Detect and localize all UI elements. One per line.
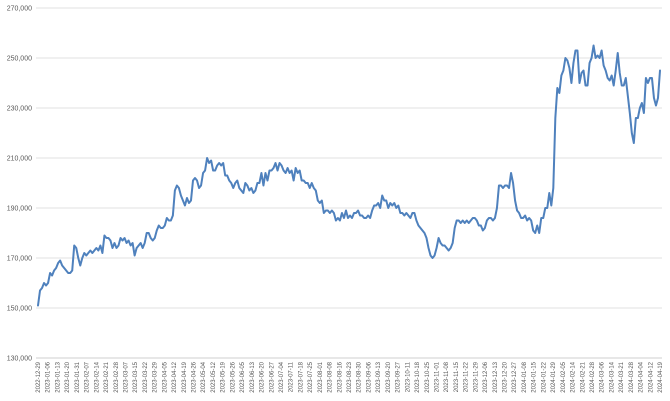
x-tick-label: 2023-11-15 — [454, 361, 460, 392]
y-axis-tick-labels: 130,000 150,000 170,000 190,000 210,000 230,0… — [7, 6, 32, 363]
x-tick-label: 2023-02-14 — [94, 361, 100, 392]
y-tick-label: 210,000 — [7, 156, 32, 163]
x-tick-label: 2023-11-01 — [434, 361, 440, 392]
x-tick-label: 2024-01-15 — [532, 361, 538, 392]
x-tick-label: 2024-01-22 — [541, 361, 547, 392]
x-tick-label: 2023-05-12 — [211, 361, 217, 392]
x-tick-label: 2023-03-29 — [153, 361, 159, 392]
x-tick-label: 2023-07-18 — [298, 361, 304, 392]
x-tick-label: 2024-04-19 — [658, 361, 664, 392]
x-tick-label: 2023-06-27 — [269, 361, 275, 392]
x-tick-label: 2023-02-21 — [104, 361, 110, 392]
x-tick-label: 2024-02-21 — [580, 361, 586, 392]
x-tick-label: 2023-11-08 — [444, 361, 450, 392]
x-tick-label: 2023-11-22 — [464, 361, 470, 392]
x-axis-tick-labels: 2022-12-29 2023-01-06 2023-01-13 2023-01-20… — [36, 361, 664, 392]
x-tick-label: 2023-06-20 — [260, 361, 266, 392]
x-tick-label: 2023-11-29 — [473, 361, 479, 392]
x-tick-label: 2023-03-07 — [123, 361, 129, 392]
x-tick-label: 2023-03-22 — [143, 361, 149, 392]
x-tick-label: 2023-08-23 — [347, 361, 353, 392]
y-tick-label: 150,000 — [7, 306, 32, 313]
y-tick-label: 190,000 — [7, 206, 32, 213]
x-tick-label: 2023-04-19 — [182, 361, 188, 392]
x-tick-label: 2023-09-06 — [366, 361, 372, 392]
x-tick-label: 2024-02-14 — [571, 361, 577, 392]
x-tick-label: 2023-01-06 — [46, 361, 52, 392]
x-tick-label: 2023-09-13 — [376, 361, 382, 392]
x-tick-label: 2023-03-15 — [133, 361, 139, 392]
x-tick-label: 2023-08-01 — [318, 361, 324, 392]
x-tick-label: 2023-01-20 — [65, 361, 71, 392]
y-tick-label: 250,000 — [7, 56, 32, 63]
x-tick-label: 2024-01-29 — [551, 361, 557, 392]
x-tick-label: 2023-12-27 — [512, 361, 518, 392]
x-tick-label: 2023-01-31 — [75, 361, 81, 392]
series-line — [37, 44, 661, 307]
x-tick-label: 2023-07-11 — [289, 361, 295, 392]
x-tick-label: 2023-08-16 — [337, 361, 343, 392]
x-tick-label: 2023-07-04 — [279, 361, 285, 392]
x-tick-label: 2024-02-28 — [590, 361, 596, 392]
x-tick-label: 2024-04-12 — [648, 361, 654, 392]
y-tick-label: 270,000 — [7, 6, 32, 13]
y-tick-label: 170,000 — [7, 256, 32, 263]
x-tick-label: 2023-02-07 — [85, 361, 91, 392]
x-tick-label: 2024-03-06 — [600, 361, 606, 392]
x-tick-label: 2023-06-13 — [250, 361, 256, 392]
gridlines — [36, 7, 662, 359]
y-tick-label: 130,000 — [7, 356, 32, 363]
x-tick-label: 2024-03-28 — [629, 361, 635, 392]
x-tick-label: 2024-01-08 — [522, 361, 528, 392]
x-tick-label: 2023-04-05 — [162, 361, 168, 392]
x-tick-label: 2023-05-26 — [230, 361, 236, 392]
x-tick-label: 2023-05-04 — [201, 361, 207, 392]
x-tick-label: 2024-03-21 — [619, 361, 625, 392]
x-tick-label: 2023-08-08 — [328, 361, 334, 392]
x-tick-label: 2023-10-25 — [425, 361, 431, 392]
x-tick-label: 2023-04-26 — [192, 361, 198, 392]
x-tick-label: 2024-04-04 — [639, 361, 645, 392]
x-tick-label: 2023-06-05 — [240, 361, 246, 392]
x-tick-label: 2023-05-19 — [221, 361, 227, 392]
x-tick-label: 2023-12-13 — [493, 361, 499, 392]
y-tick-label: 230,000 — [7, 106, 32, 113]
x-tick-label: 2023-12-20 — [503, 361, 509, 392]
x-tick-label: 2023-07-25 — [308, 361, 314, 392]
x-tick-label: 2022-12-29 — [36, 361, 42, 392]
x-tick-label: 2023-08-30 — [357, 361, 363, 392]
x-tick-label: 2023-10-11 — [405, 361, 411, 392]
x-tick-label: 2023-10-18 — [415, 361, 421, 392]
x-tick-label: 2023-02-28 — [114, 361, 120, 392]
x-tick-label: 2023-12-06 — [483, 361, 489, 392]
x-tick-label: 2024-02-05 — [561, 361, 567, 392]
x-tick-label: 2023-04-12 — [172, 361, 178, 392]
x-tick-label: 2024-03-14 — [609, 361, 615, 392]
x-tick-label: 2023-09-27 — [396, 361, 402, 392]
x-tick-label: 2023-09-20 — [386, 361, 392, 392]
x-tick-label: 2023-01-13 — [55, 361, 61, 392]
series-group — [37, 44, 661, 307]
